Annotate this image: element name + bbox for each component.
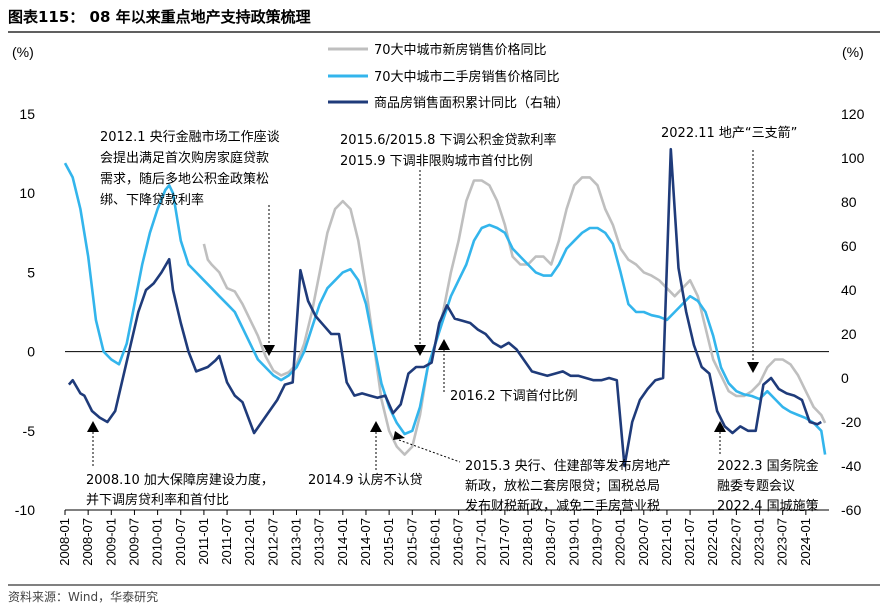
annotation-2022-11: 2022.11 地产“三支箭” bbox=[661, 125, 797, 141]
x-tick-label: 2013-07 bbox=[312, 518, 327, 566]
arrow-head-2022-3 bbox=[714, 421, 726, 432]
x-tick-label: 2009-07 bbox=[126, 518, 141, 566]
source-note: 资料来源：Wind，华泰研究 bbox=[8, 589, 158, 604]
series-layer bbox=[63, 147, 827, 468]
arrow-head-2015-6 bbox=[414, 345, 426, 356]
x-tick-label: 2021-07 bbox=[682, 518, 697, 566]
arrow-head-2015-3 bbox=[393, 431, 405, 440]
x-tick-label: 2015-01 bbox=[381, 518, 396, 566]
left-unit-label: (%) bbox=[12, 44, 34, 60]
axes: 15 10 5 0 -5 -10 120 100 80 60 40 20 0 -20 -40 -60 2008-… bbox=[15, 106, 865, 566]
x-tick-label: 2014-07 bbox=[358, 518, 373, 566]
arrow-head-2022-11 bbox=[747, 362, 759, 373]
right-tick-label: 100 bbox=[841, 150, 865, 166]
left-tick-label: 0 bbox=[27, 344, 35, 360]
x-tick-label: 2017-07 bbox=[497, 518, 512, 566]
x-tick-label: 2016-07 bbox=[451, 518, 466, 566]
arrow-head-2012-1 bbox=[263, 345, 275, 356]
legend-label-new-home: 70大中城市新房销售价格同比 bbox=[374, 42, 547, 58]
legend-label-second-hand: 70大中城市二手房销售价格同比 bbox=[374, 69, 560, 85]
x-tick-label: 2011-01 bbox=[196, 518, 211, 565]
x-tick-label: 2019-01 bbox=[566, 518, 581, 566]
x-tick-label: 2016-01 bbox=[427, 518, 442, 566]
left-tick-label: 5 bbox=[27, 264, 35, 280]
annotation-2012-1: 2012.1 央行金融市场工作座谈 会提出满足首次购房家庭贷款 需求，随后多地公… bbox=[100, 129, 284, 208]
x-tick-label: 2024-01 bbox=[798, 518, 813, 566]
x-tick-label: 2013-01 bbox=[289, 518, 304, 566]
x-tick-label: 2008-07 bbox=[80, 518, 95, 566]
x-tick-label: 2018-01 bbox=[520, 518, 535, 566]
annotation-2022-3: 2022.3 国务院金 融委专题会议 2022.4 国城施策 bbox=[717, 458, 823, 514]
left-tick-label: 10 bbox=[19, 185, 35, 201]
annotation-2015-3: 2015.3 央行、住建部等发布房地产 新政，放松二套房限贷；国税总局 发布财税… bbox=[465, 458, 675, 514]
x-tick-label: 2014-01 bbox=[335, 518, 350, 566]
right-tick-label: 0 bbox=[841, 370, 849, 386]
x-tick-label: 2010-01 bbox=[150, 518, 165, 566]
arrow-head-2008-10 bbox=[87, 421, 99, 432]
x-tick-label: 2023-07 bbox=[775, 518, 790, 566]
x-tick-label: 2009-01 bbox=[103, 518, 118, 566]
x-tick-label: 2020-01 bbox=[613, 518, 628, 566]
x-tick-label: 2021-01 bbox=[659, 518, 674, 566]
right-tick-label: -40 bbox=[841, 458, 861, 474]
annotations: 2012.1 央行金融市场工作座谈 会提出满足首次购房家庭贷款 需求，随后多地公… bbox=[86, 125, 823, 514]
right-tick-label: 60 bbox=[841, 238, 857, 254]
left-tick-label: 15 bbox=[19, 106, 35, 122]
x-tick-label: 2017-01 bbox=[474, 518, 489, 566]
right-unit-label: (%) bbox=[842, 44, 864, 60]
left-tick-label: -10 bbox=[15, 502, 35, 518]
x-tick-label: 2015-07 bbox=[404, 518, 419, 566]
chart-title: 图表115： 08 年以来重点地产支持政策梳理 bbox=[8, 8, 311, 26]
arrow-head-2014-9 bbox=[370, 421, 382, 432]
annotation-2015-6: 2015.6/2015.8 下调公积金贷款利率 2015.9 下调非限购城市首付… bbox=[340, 132, 561, 169]
x-tick-label: 2023-01 bbox=[752, 518, 767, 566]
series-new-home-price-line bbox=[202, 176, 827, 456]
x-tick-label: 2011-07 bbox=[219, 518, 234, 565]
right-tick-label: 120 bbox=[841, 106, 865, 122]
x-tick-label: 2020-07 bbox=[636, 518, 651, 566]
series-sales-area-line bbox=[67, 147, 822, 468]
x-tick-label: 2019-07 bbox=[589, 518, 604, 566]
annotation-2008-10: 2008.10 加大保障房建设力度， 并下调房贷利率和首付比 bbox=[86, 472, 278, 508]
right-tick-label: -20 bbox=[841, 414, 861, 430]
annotation-2014-9: 2014.9 认房不认贷 bbox=[308, 472, 423, 488]
series-second-hand-price-line bbox=[63, 162, 827, 455]
arrow-line-2015-3 bbox=[398, 439, 461, 463]
legend-label-sales-area: 商品房销售面积累计同比（右轴） bbox=[374, 95, 569, 111]
x-tick-label: 2010-07 bbox=[173, 518, 188, 566]
right-tick-label: -60 bbox=[841, 502, 861, 518]
x-tick-label: 2012-01 bbox=[242, 518, 257, 566]
left-tick-label: -5 bbox=[23, 423, 36, 439]
right-tick-label: 80 bbox=[841, 194, 857, 210]
x-tick-label: 2008-01 bbox=[57, 518, 72, 566]
x-tick-label: 2018-07 bbox=[543, 518, 558, 566]
x-tick-label: 2022-07 bbox=[728, 518, 743, 566]
arrow-head-2016-2 bbox=[438, 339, 450, 350]
x-tick-label: 2022-01 bbox=[705, 518, 720, 566]
x-tick-label: 2012-07 bbox=[265, 518, 280, 566]
right-tick-label: 20 bbox=[841, 326, 857, 342]
legend: 70大中城市新房销售价格同比 70大中城市二手房销售价格同比 商品房销售面积累计… bbox=[328, 42, 569, 111]
annotation-2016-2: 2016.2 下调首付比例 bbox=[450, 389, 578, 404]
right-tick-label: 40 bbox=[841, 282, 857, 298]
